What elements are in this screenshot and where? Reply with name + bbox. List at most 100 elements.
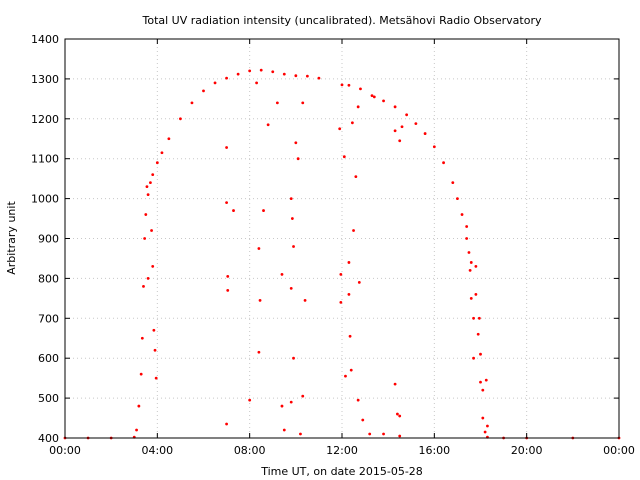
data-point xyxy=(190,101,194,105)
data-point xyxy=(347,261,351,264)
data-point xyxy=(393,105,397,109)
data-point xyxy=(255,81,258,85)
data-point xyxy=(248,398,252,402)
data-point xyxy=(150,229,153,232)
data-point xyxy=(460,213,464,216)
data-point xyxy=(432,145,436,149)
data-point xyxy=(357,280,361,284)
data-point xyxy=(469,261,473,264)
data-point xyxy=(292,245,295,248)
x-tick-label: 08:00 xyxy=(234,444,266,457)
data-point xyxy=(153,348,157,352)
data-point xyxy=(213,81,217,85)
data-point xyxy=(354,175,358,179)
data-point xyxy=(423,132,427,135)
y-tick-label: 500 xyxy=(38,392,59,405)
data-point xyxy=(467,251,471,254)
data-point xyxy=(451,181,455,185)
data-point xyxy=(282,72,286,76)
data-point xyxy=(143,237,147,240)
data-point xyxy=(154,376,158,380)
data-point xyxy=(151,173,155,177)
data-point xyxy=(414,122,418,125)
data-point xyxy=(296,157,300,161)
grid-lines xyxy=(65,39,619,438)
data-point xyxy=(226,275,230,278)
data-point xyxy=(349,368,353,372)
data-point xyxy=(248,69,252,73)
data-point xyxy=(382,99,385,103)
data-point xyxy=(474,292,478,296)
data-point xyxy=(259,68,263,72)
y-tick-label: 1000 xyxy=(31,193,59,206)
data-point xyxy=(479,352,482,356)
data-point xyxy=(356,398,360,402)
x-tick-label: 04:00 xyxy=(141,444,173,457)
data-point xyxy=(339,300,343,304)
data-point xyxy=(289,286,293,290)
data-point xyxy=(465,237,469,240)
data-point xyxy=(139,372,143,376)
data-point xyxy=(344,374,347,378)
data-point xyxy=(301,101,305,105)
data-point xyxy=(167,137,171,141)
data-point xyxy=(146,193,150,197)
y-axis-ticks: 400 500 600 700 800 900 1000 1100 1200 1300 1400 xyxy=(31,33,619,445)
data-point xyxy=(361,418,365,422)
data-point xyxy=(289,197,293,201)
data-point xyxy=(225,76,228,80)
y-tick-label: 900 xyxy=(38,233,59,246)
data-point xyxy=(140,336,144,340)
data-point xyxy=(290,217,294,220)
data-point xyxy=(472,356,475,360)
data-point xyxy=(258,298,262,302)
data-point xyxy=(350,121,354,125)
data-point xyxy=(442,161,445,165)
data-point xyxy=(135,428,138,432)
data-point xyxy=(359,87,362,91)
data-point xyxy=(160,151,164,155)
y-tick-label: 800 xyxy=(38,272,59,285)
data-point xyxy=(225,201,228,204)
data-point xyxy=(226,288,230,292)
data-point xyxy=(356,105,360,109)
data-point xyxy=(382,432,385,436)
data-point xyxy=(347,292,351,296)
data-point xyxy=(479,380,482,384)
data-point xyxy=(151,265,155,268)
x-tick-label: 20:00 xyxy=(511,444,543,457)
data-point xyxy=(484,378,488,382)
x-tick-label: 16:00 xyxy=(418,444,450,457)
data-point xyxy=(155,161,159,165)
data-point xyxy=(179,117,182,121)
data-point xyxy=(486,424,489,428)
x-tick-label: 00:00 xyxy=(49,444,81,457)
data-point xyxy=(370,94,374,98)
data-point xyxy=(317,76,321,80)
data-point xyxy=(146,277,150,280)
data-point xyxy=(347,83,351,87)
y-axis-label: Arbitrary unit xyxy=(5,201,18,275)
data-point xyxy=(149,181,152,185)
y-tick-label: 1200 xyxy=(31,113,59,126)
data-point xyxy=(352,229,355,232)
data-point xyxy=(481,416,485,420)
data-point xyxy=(398,139,402,143)
data-point xyxy=(305,74,309,78)
data-point xyxy=(393,382,397,386)
data-point xyxy=(468,269,472,272)
data-point xyxy=(257,350,261,354)
data-point xyxy=(465,225,469,228)
x-tick-label: 00:00 xyxy=(603,444,635,457)
data-point xyxy=(144,213,148,216)
data-point xyxy=(280,404,284,408)
data-point xyxy=(257,247,261,250)
data-point xyxy=(398,434,402,438)
data-point xyxy=(483,430,487,434)
data-point xyxy=(368,432,372,436)
chart-title: Total UV radiation intensity (uncalibrat… xyxy=(142,14,542,27)
data-point xyxy=(282,428,286,432)
y-tick-label: 1400 xyxy=(31,33,59,46)
